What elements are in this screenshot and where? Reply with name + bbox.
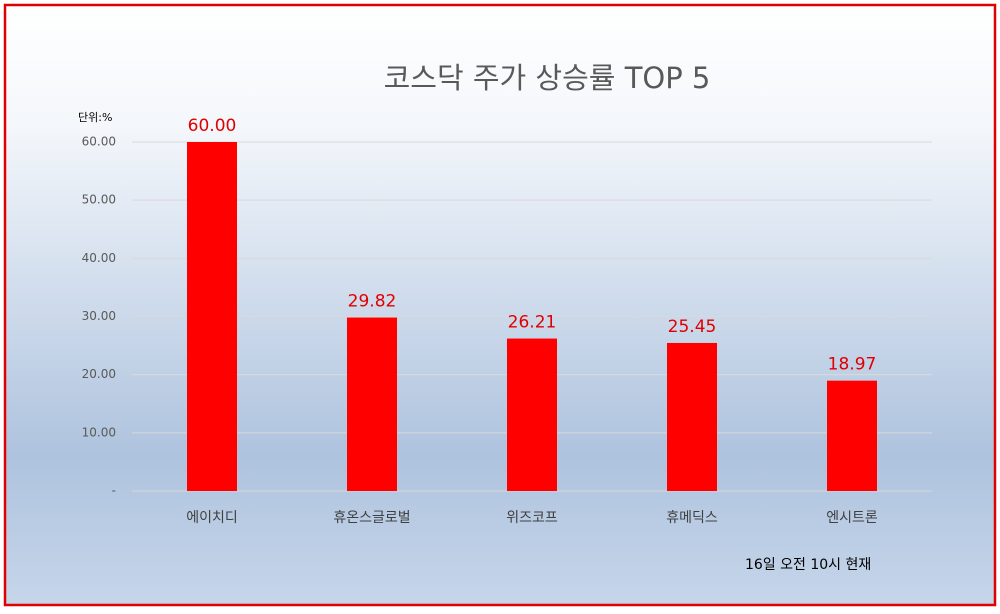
note: 16일 오전 10시 현재 [745, 557, 871, 573]
data-label: 60.00 [188, 116, 237, 136]
y-tick-label: 60.00 [82, 135, 116, 149]
bar [667, 342, 717, 491]
bar [187, 142, 237, 491]
data-label: 29.82 [348, 292, 397, 312]
bar [507, 338, 557, 491]
chart-frame [3, 3, 997, 607]
data-label: 26.21 [508, 313, 557, 333]
y-tick-label: 50.00 [82, 193, 116, 207]
data-label: 18.97 [828, 355, 877, 375]
bar [347, 317, 397, 491]
y-tick-label: 30.00 [82, 309, 116, 323]
y-tick-label: 20.00 [82, 367, 116, 381]
x-tick-label: 휴온스글로벌 [333, 510, 410, 526]
x-tick-label: 휴메딕스 [666, 510, 718, 526]
x-tick-label: 엔시트론 [826, 510, 878, 526]
y-tick-label: 40.00 [82, 251, 116, 265]
x-tick-label: 에이치디 [186, 510, 238, 526]
data-label: 25.45 [668, 317, 717, 337]
chart-title: 코스닥 주가 상승률 TOP 5 [384, 61, 711, 95]
x-tick-label: 위즈코프 [506, 510, 558, 526]
unit-label: 단위:% [78, 111, 112, 124]
y-tick-label: 10.00 [82, 425, 116, 439]
bar [827, 380, 877, 491]
y-tick-label: - [112, 484, 116, 498]
